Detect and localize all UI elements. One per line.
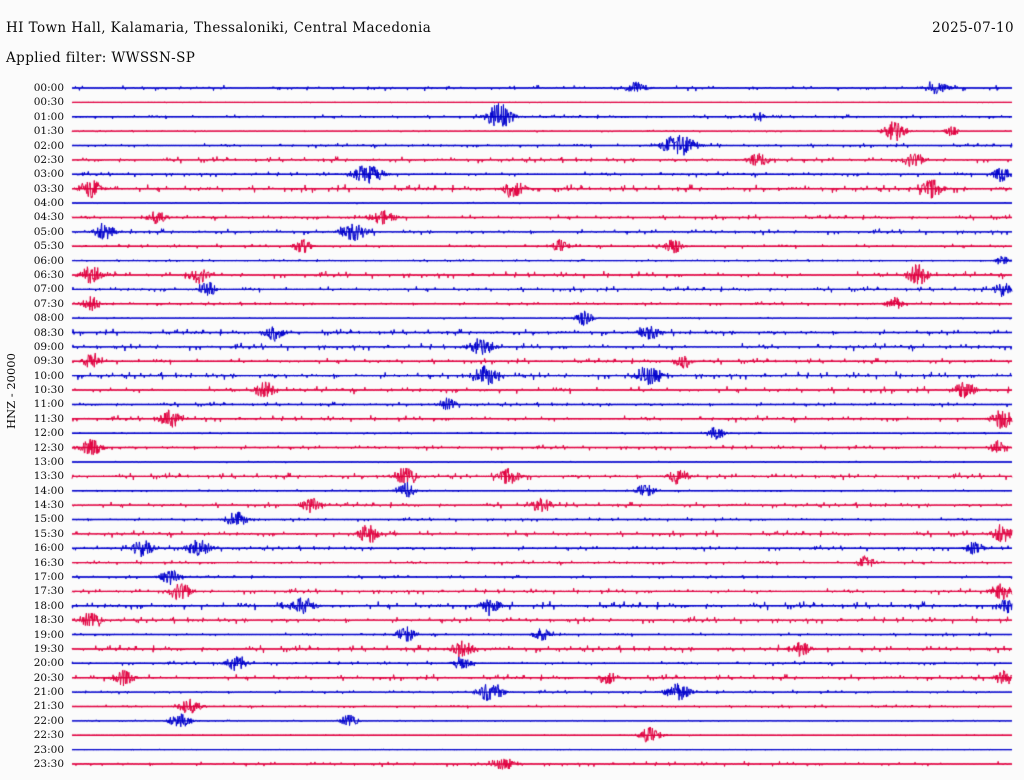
page-title: HI Town Hall, Kalamaria, Thessaloniki, C…: [6, 20, 432, 36]
time-tick-1500: 15:00: [33, 513, 64, 526]
time-tick-0900: 09:00: [33, 340, 64, 353]
time-tick-2300: 23:00: [33, 743, 64, 756]
time-tick-0730: 07:30: [33, 297, 64, 310]
time-tick-1100: 11:00: [33, 398, 64, 411]
time-tick-1130: 11:30: [33, 412, 64, 425]
time-tick-0400: 04:00: [33, 197, 64, 210]
time-tick-0330: 03:30: [33, 182, 64, 195]
time-tick-0430: 04:30: [33, 211, 64, 224]
time-tick-1400: 14:00: [33, 484, 64, 497]
time-tick-2330: 23:30: [33, 758, 64, 770]
time-tick-0300: 03:00: [33, 168, 64, 181]
time-tick-1300: 13:00: [33, 455, 64, 468]
time-tick-1900: 19:00: [33, 628, 64, 641]
time-tick-0930: 09:30: [33, 355, 64, 368]
time-tick-0500: 05:00: [33, 225, 64, 238]
time-tick-1700: 17:00: [33, 571, 64, 584]
time-tick-0230: 02:30: [33, 153, 64, 166]
time-tick-0130: 01:30: [33, 125, 64, 138]
time-tick-2200: 22:00: [33, 714, 64, 727]
time-tick-1600: 16:00: [33, 542, 64, 555]
time-tick-0800: 08:00: [33, 312, 64, 325]
time-tick-0000: 00:00: [33, 82, 64, 94]
time-tick-0030: 00:30: [33, 96, 64, 109]
time-tick-2230: 22:30: [33, 729, 64, 742]
applied-filter-label: Applied filter: WWSSN-SP: [6, 50, 196, 66]
time-tick-1730: 17:30: [33, 585, 64, 598]
time-tick-0600: 06:00: [33, 254, 64, 267]
time-tick-1800: 18:00: [33, 599, 64, 612]
time-tick-1830: 18:30: [33, 614, 64, 627]
time-tick-0830: 08:30: [33, 326, 64, 339]
time-tick-1530: 15:30: [33, 527, 64, 540]
record-date: 2025-07-10: [932, 20, 1014, 36]
time-tick-2030: 20:30: [33, 671, 64, 684]
time-tick-1230: 12:30: [33, 441, 64, 454]
time-tick-1030: 10:30: [33, 384, 64, 397]
time-tick-2130: 21:30: [33, 700, 64, 713]
time-tick-1330: 13:30: [33, 470, 64, 483]
time-tick-2000: 20:00: [33, 657, 64, 670]
time-tick-1930: 19:30: [33, 642, 64, 655]
time-tick-0700: 07:00: [33, 283, 64, 296]
time-tick-0530: 05:30: [33, 240, 64, 253]
time-tick-0200: 02:00: [33, 139, 64, 152]
time-tick-2100: 21:00: [33, 686, 64, 699]
time-tick-1200: 12:00: [33, 427, 64, 440]
time-tick-1430: 14:30: [33, 499, 64, 512]
time-tick-1000: 10:00: [33, 369, 64, 382]
time-tick-0630: 06:30: [33, 268, 64, 281]
time-tick-1630: 16:30: [33, 556, 64, 569]
time-tick-0100: 01:00: [33, 110, 64, 123]
